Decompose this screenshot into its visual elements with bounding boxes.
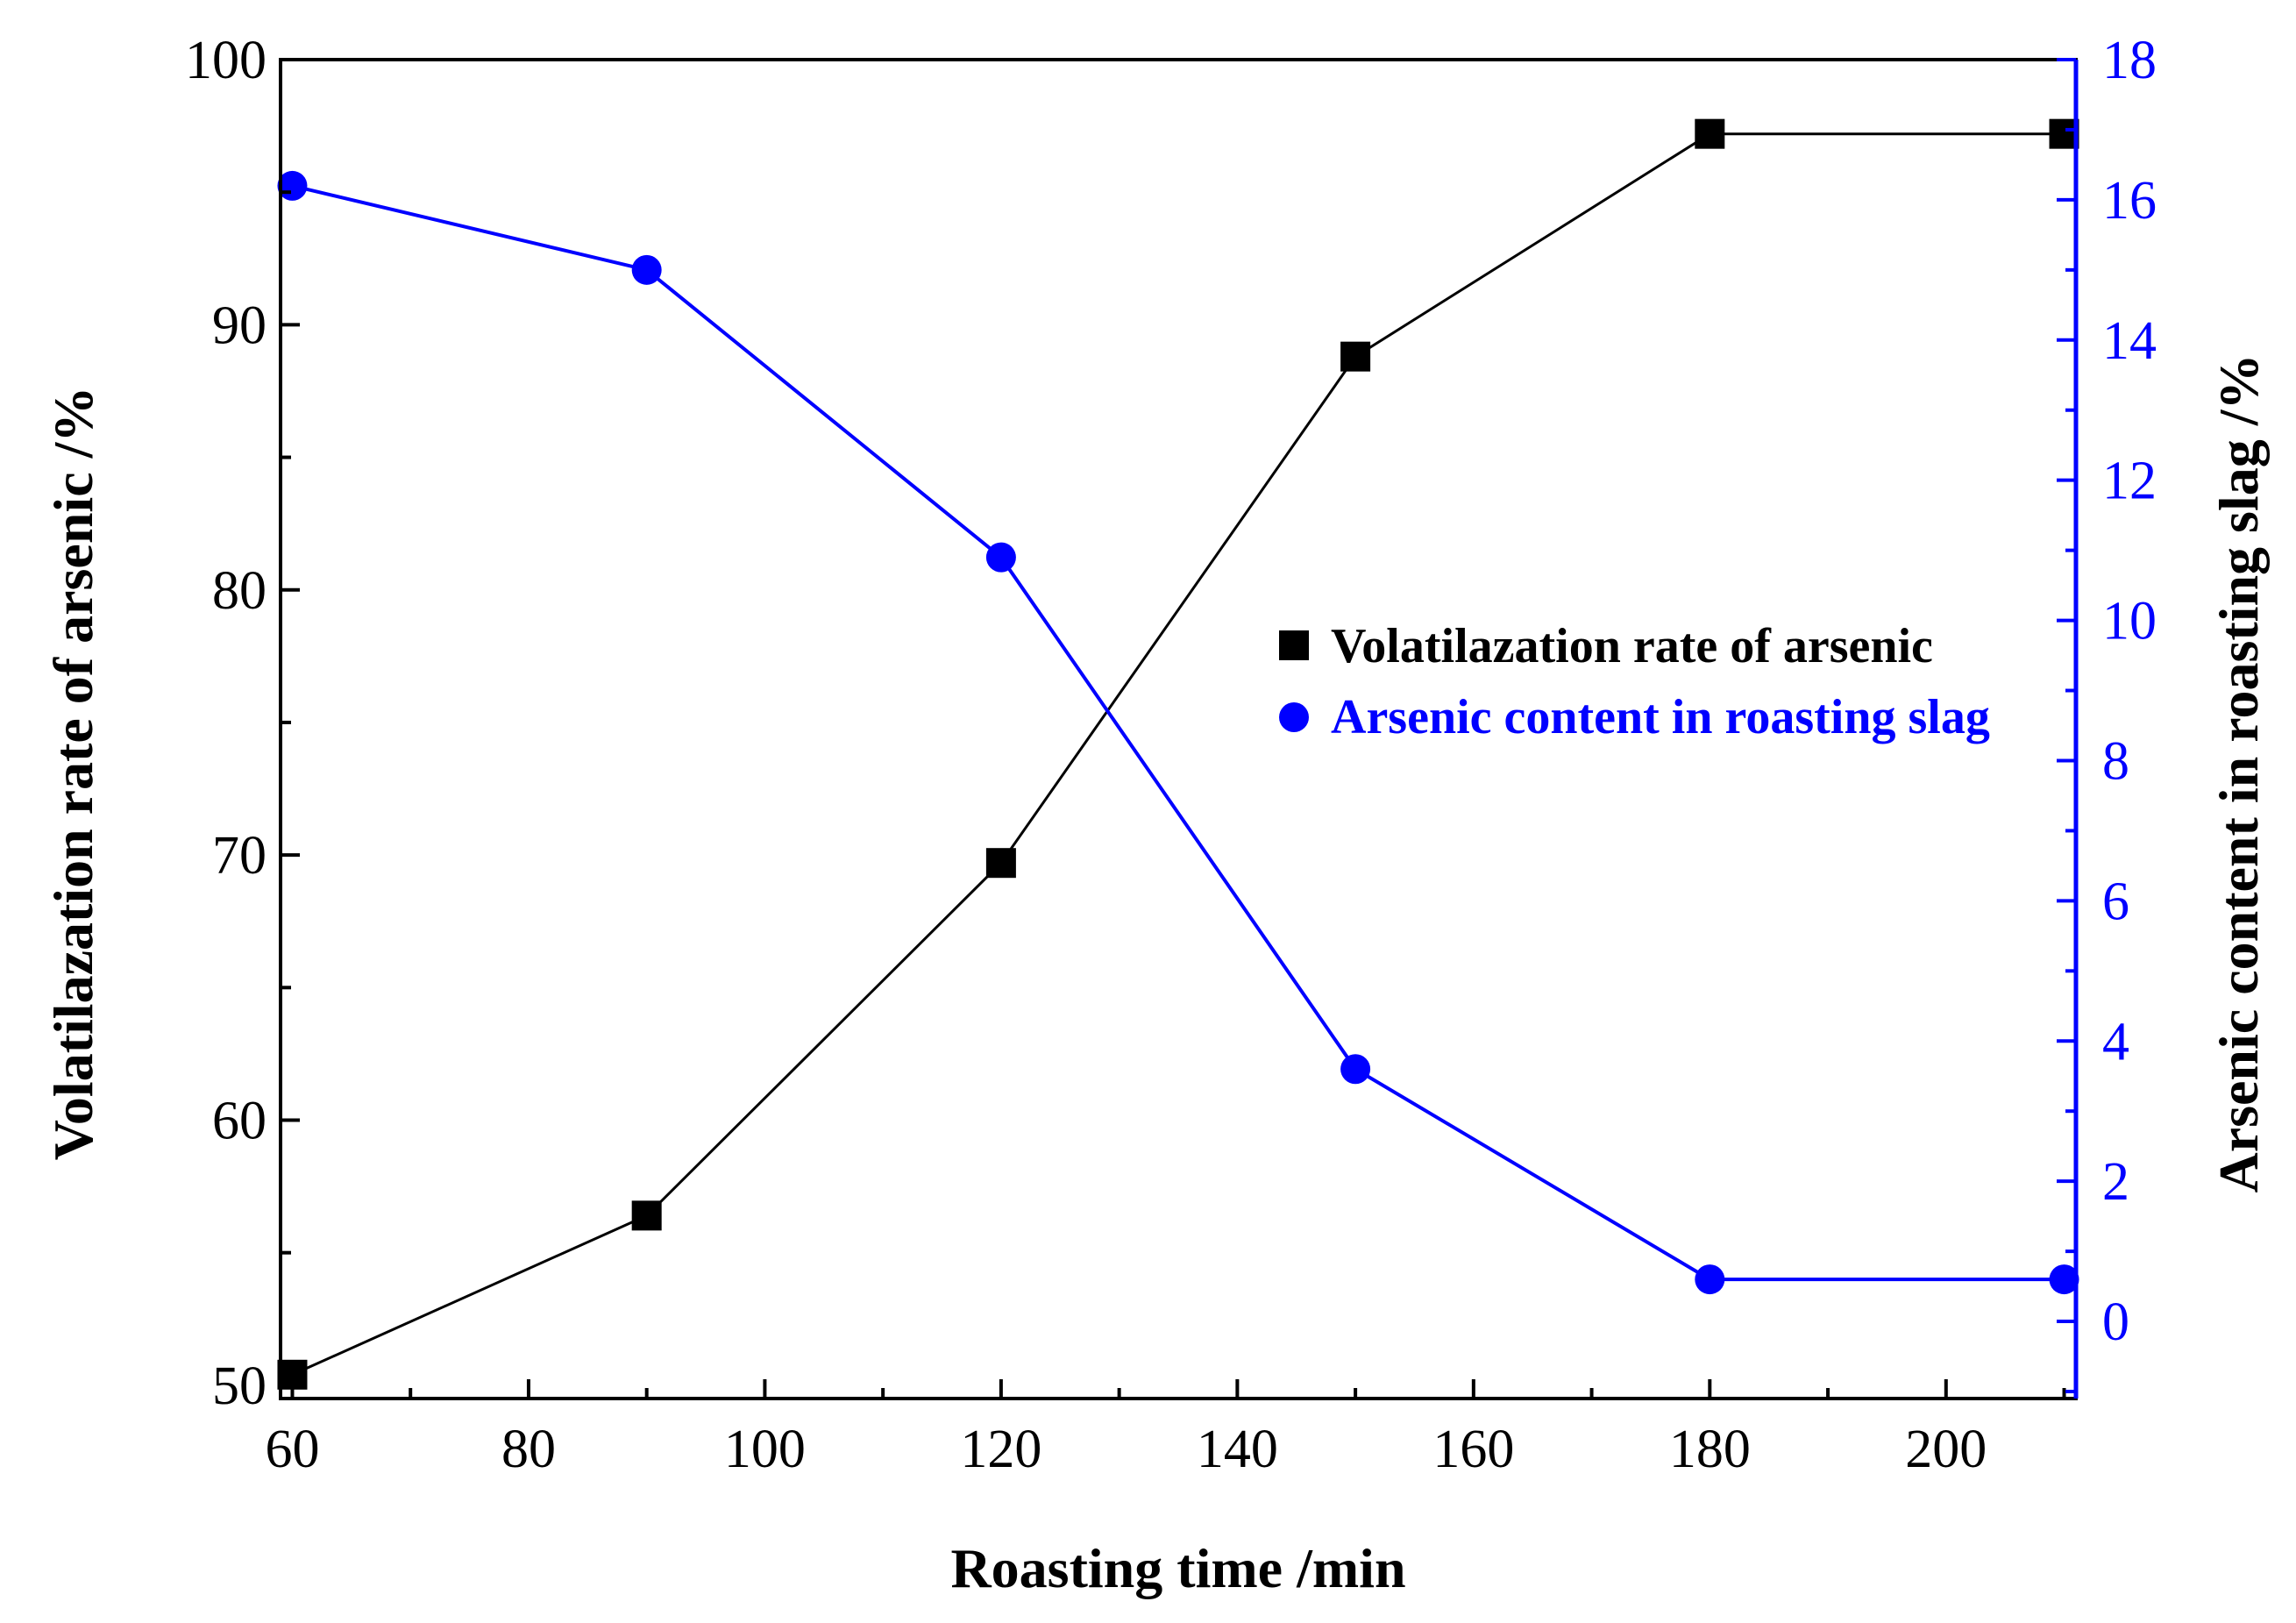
data-point-circle [985, 542, 1016, 573]
x-tick-label: 100 [724, 1420, 806, 1479]
y2-tick-label: 14 [2102, 311, 2157, 371]
y2-tick-label: 4 [2102, 1012, 2129, 1071]
x-tick-label: 80 [501, 1420, 556, 1479]
y-tick-label: 100 [185, 31, 267, 90]
data-point-circle [1695, 1264, 1725, 1295]
y2-tick-label: 18 [2102, 31, 2157, 90]
legend: Volatilazation rate of arsenic Arsenic c… [1279, 619, 1990, 744]
y2-tick-label: 0 [2102, 1292, 2129, 1352]
data-point-square [985, 848, 1016, 879]
series-layer [277, 118, 2079, 1390]
data-point-square [631, 1200, 662, 1231]
series-line-2 [292, 183, 2065, 1282]
y-tick-label: 70 [212, 826, 267, 886]
y-tick-label: 50 [212, 1356, 267, 1416]
legend-label-volatilization: Volatilazation rate of arsenic [1331, 619, 1933, 673]
data-point-square [1340, 341, 1371, 372]
y2-tick-label: 2 [2102, 1152, 2129, 1212]
y2-tick-label: 12 [2102, 452, 2157, 511]
right-y-axis-ticks: 0 2 4 6 8 10 12 14 16 18 [2057, 31, 2157, 1394]
x-tick-label: 120 [960, 1420, 1041, 1479]
y-tick-label: 90 [212, 295, 267, 355]
right-y-axis-title: Arsenic content in roasting slag /% [2207, 353, 2270, 1192]
x-tick-label: 200 [1905, 1420, 1987, 1479]
y2-tick-label: 16 [2102, 171, 2157, 231]
x-tick-label: 140 [1197, 1420, 1278, 1479]
left-y-axis-ticks: 50 60 70 80 90 100 [185, 31, 300, 1416]
y-tick-label: 80 [212, 561, 267, 621]
legend-label-arsenic-content: Arsenic content in roasting slag [1331, 690, 1990, 744]
x-axis-title: Roasting time /min [950, 1537, 1405, 1599]
y2-tick-label: 6 [2102, 872, 2129, 931]
x-axis-ticks: 60 80 100 120 140 160 180 200 [265, 1379, 2066, 1479]
legend-circle-marker [1279, 702, 1309, 732]
data-point-square [1695, 118, 1725, 149]
data-point-circle [631, 254, 662, 285]
y2-tick-label: 8 [2102, 731, 2129, 791]
data-point-circle [1340, 1054, 1371, 1085]
x-tick-label: 160 [1432, 1420, 1514, 1479]
x-tick-label: 60 [265, 1420, 319, 1479]
series-line-1 [291, 132, 2065, 1377]
y2-tick-label: 10 [2102, 592, 2157, 651]
x-tick-label: 180 [1669, 1420, 1751, 1479]
legend-square-marker [1279, 630, 1309, 660]
y-tick-label: 60 [212, 1092, 267, 1151]
data-point-circle [2049, 1264, 2079, 1295]
left-y-axis-title: Volatilazation rate of arsenic /% [42, 387, 104, 1161]
